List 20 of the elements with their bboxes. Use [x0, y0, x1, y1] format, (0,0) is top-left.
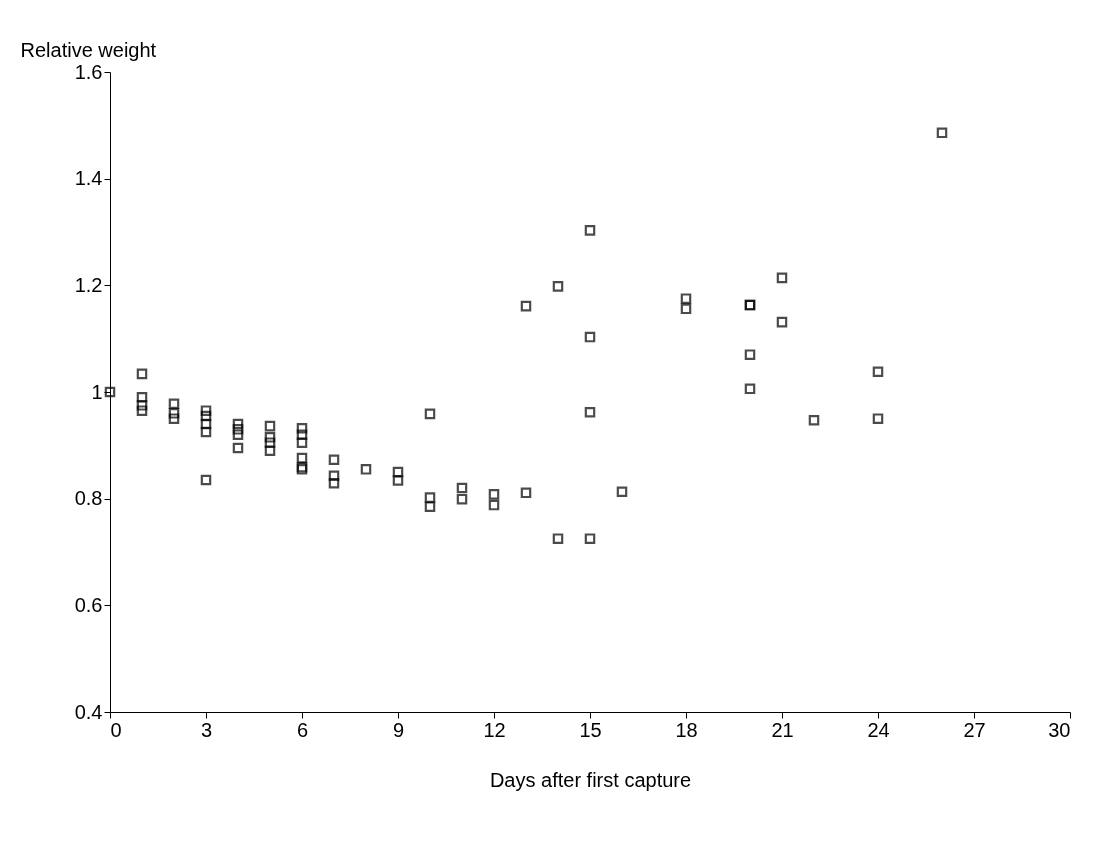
y-tick-label: 0.6 [74, 593, 103, 616]
x-tick-label: 15 [579, 718, 602, 741]
x-tick-label: 6 [296, 718, 309, 741]
y-tick-label: 0.8 [74, 487, 103, 510]
x-tick-label: 9 [392, 718, 405, 741]
y-tick-label: 1.2 [74, 273, 103, 296]
x-axis-title: Days after first capture [489, 768, 692, 791]
x-tick-label: 30 [1048, 718, 1071, 741]
y-axis-title: Relative weight [20, 38, 157, 61]
x-tick-label: 3 [200, 718, 213, 741]
x-tick-label: 18 [675, 718, 698, 741]
x-tick-label: 24 [867, 718, 890, 741]
x-tick-label: 0 [110, 718, 122, 741]
y-tick-label: 1 [91, 380, 103, 403]
y-tick-label: 1.4 [74, 167, 103, 190]
y-tick-label: 0.4 [74, 700, 103, 723]
x-tick-label: 12 [483, 718, 506, 741]
y-tick-label: 1.6 [74, 60, 103, 83]
x-tick-label: 21 [771, 718, 794, 741]
x-tick-label: 27 [963, 718, 986, 741]
